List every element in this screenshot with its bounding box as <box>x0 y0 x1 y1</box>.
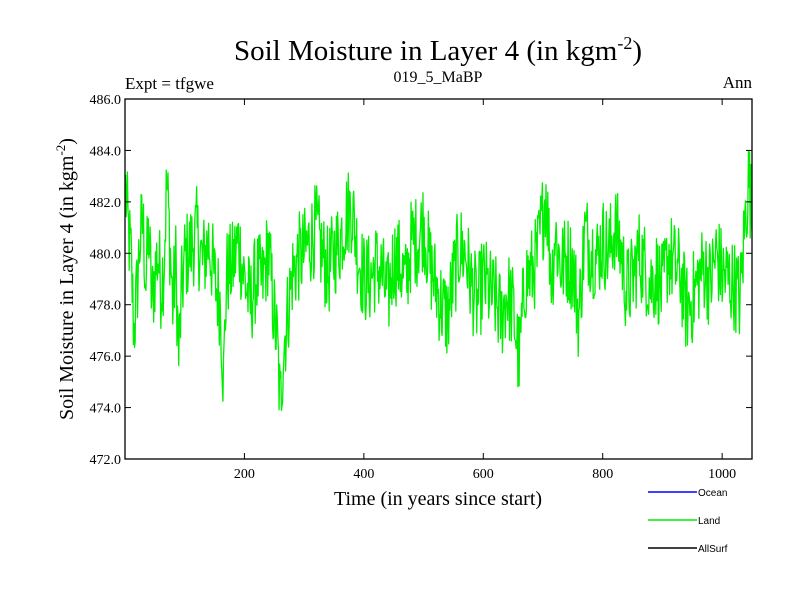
x-tick-label: 800 <box>592 467 613 482</box>
x-tick-label: 400 <box>353 467 374 482</box>
y-axis: 472.0 474.0 476.0 478.0 480.0 482.0 484.0 486.0 <box>90 93 752 468</box>
x-axis: 200 400 600 800 1000 <box>234 99 736 482</box>
y-axis-label: Soil Moisture in Layer 4 (in kgm-2) <box>53 138 78 420</box>
y-tick-label: 486.0 <box>90 93 122 108</box>
subtitle-run-id: 019_5_MaBP <box>394 69 483 86</box>
y-tick-label: 478.0 <box>90 299 122 314</box>
chart-title-close: ) <box>632 35 642 67</box>
legend-label-ocean: Ocean <box>698 488 727 499</box>
y-tick-label: 476.0 <box>90 350 122 365</box>
y-axis-label-main: Soil Moisture in Layer 4 (in kgm <box>56 155 78 420</box>
y-tick-label: 474.0 <box>90 402 122 417</box>
x-tick-label: 600 <box>473 467 494 482</box>
legend-label-allsurf: AllSurf <box>698 544 728 555</box>
chart-title-main: Soil Moisture in Layer 4 (in kgm <box>234 35 618 67</box>
legend: Ocean Land AllSurf <box>648 488 728 555</box>
y-axis-label-superscript: -2 <box>53 145 68 156</box>
plot-frame <box>124 98 753 460</box>
legend-label-land: Land <box>698 516 720 527</box>
y-axis-label-close: ) <box>56 138 78 145</box>
y-tick-label: 480.0 <box>90 247 122 262</box>
y-tick-label: 472.0 <box>90 453 122 468</box>
chart-title: Soil Moisture in Layer 4 (in kgm-2) <box>234 33 642 67</box>
x-tick-label: 200 <box>234 467 255 482</box>
y-tick-label: 482.0 <box>90 196 122 211</box>
x-axis-label: Time (in years since start) <box>334 488 542 510</box>
subtitle-period: Ann <box>723 73 753 92</box>
y-tick-label: 484.0 <box>90 144 122 159</box>
subtitle-experiment: Expt = tfgwe <box>125 74 214 93</box>
chart-title-superscript: -2 <box>617 33 632 53</box>
series-land-line <box>125 150 752 412</box>
x-tick-label: 1000 <box>708 467 736 482</box>
